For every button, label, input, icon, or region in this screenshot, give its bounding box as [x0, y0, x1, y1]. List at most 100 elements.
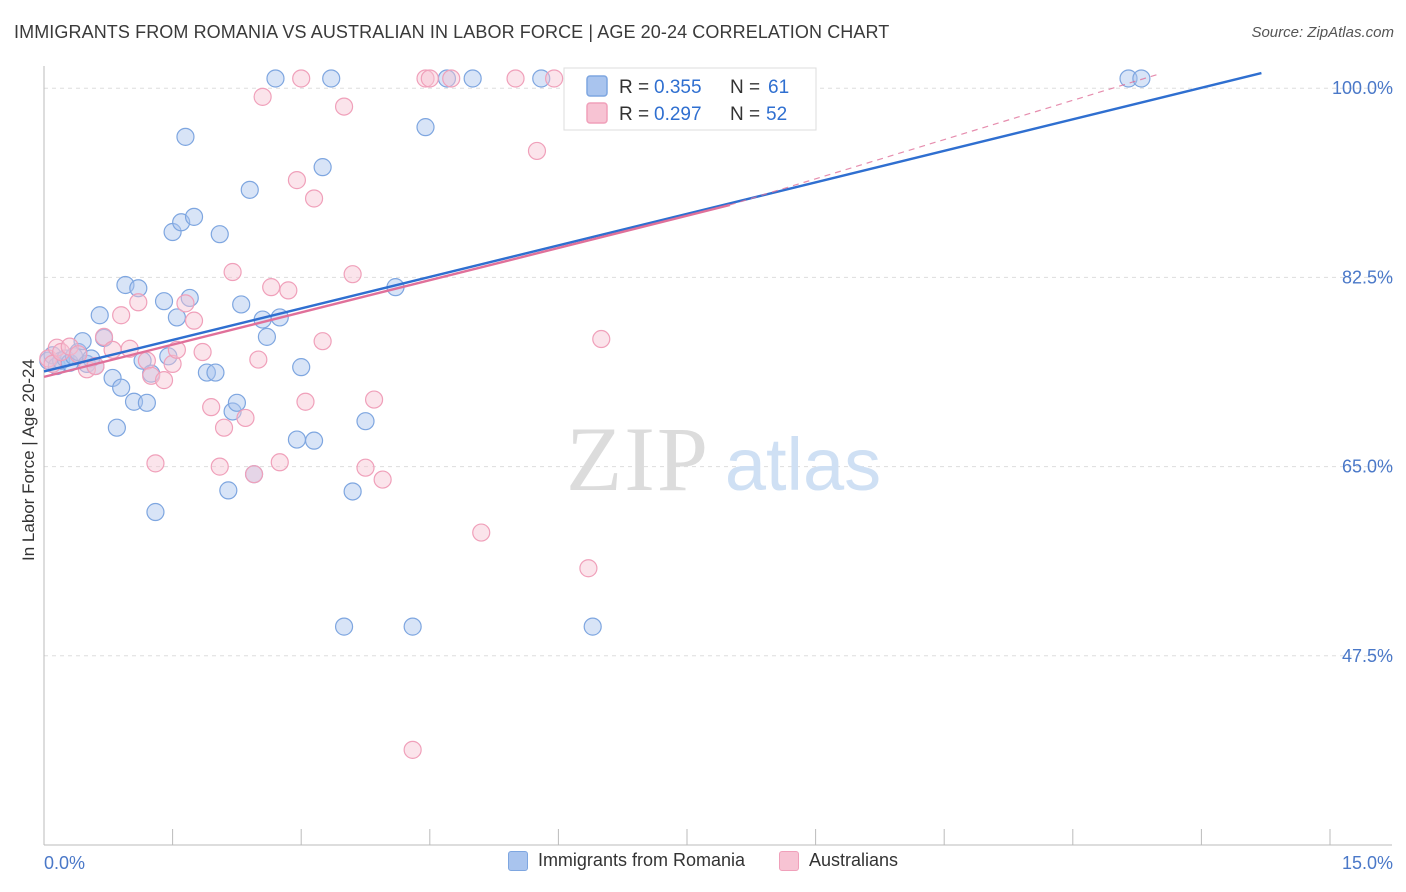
australians-point-23: [210, 457, 229, 476]
romania-point-54: [403, 617, 422, 636]
romania-point-24: [154, 292, 174, 311]
australians-point-34: [292, 69, 311, 88]
series-australians-points: [39, 69, 611, 759]
australians-point-29: [253, 87, 272, 106]
romania-point-48: [313, 158, 332, 177]
romania-point-58: [532, 69, 551, 88]
stats-r-value-australians: 0.297: [654, 104, 702, 125]
romania-point-59: [583, 617, 602, 636]
x-tick-labels: 0.0% 15.0%: [44, 853, 1393, 873]
australians-point-25: [223, 262, 242, 282]
australians-point-50: [545, 69, 564, 88]
legend-item-australians[interactable]: Australians: [779, 850, 898, 871]
romania-point-42: [257, 327, 277, 346]
australians-point-32: [279, 281, 298, 300]
australians-point-44: [416, 69, 435, 88]
romania-point-61: [1132, 69, 1151, 88]
australians-point-26: [236, 408, 255, 428]
romania-point-35: [219, 481, 238, 500]
gridlines: [44, 87, 1392, 657]
watermark-atlas: atlas: [725, 423, 881, 506]
australians-trend-line: [43, 203, 731, 379]
romania-point-19: [129, 279, 148, 298]
chart-title: IMMIGRANTS FROM ROMANIA VS AUSTRALIAN IN…: [14, 22, 890, 42]
y-tick-label-0: 47.5%: [1342, 646, 1393, 666]
australians-point-46: [442, 69, 461, 88]
romania-point-50: [334, 617, 354, 636]
australians-point-35: [296, 392, 315, 411]
australians-point-43: [403, 740, 422, 759]
legend-swatch-australians: [779, 850, 799, 871]
romania-point-52: [356, 412, 375, 431]
stats-swatch-romania: [586, 75, 608, 97]
romania-point-51: [343, 482, 362, 501]
australians-point-36: [304, 189, 324, 208]
australians-point-49: [527, 141, 547, 161]
romania-point-31: [184, 207, 204, 226]
watermark-zip: ZIP: [566, 408, 710, 510]
stats-r-value-romania: 0.355: [654, 77, 702, 98]
australians-point-33: [287, 171, 307, 190]
australians-point-13: [137, 351, 156, 370]
australians-point-31: [270, 453, 289, 472]
romania-point-55: [416, 118, 435, 137]
australians-point-40: [356, 458, 375, 477]
romania-point-15: [107, 418, 126, 437]
stats-r-label-romania: R =: [619, 77, 654, 98]
romania-point-38: [232, 295, 251, 314]
australians-point-21: [193, 342, 212, 362]
x-tick-label-min: 0.0%: [44, 853, 85, 873]
stats-n-label-australians: N =: [730, 104, 765, 125]
romania-point-23: [146, 502, 165, 522]
romania-point-12: [90, 306, 109, 325]
romania-point-47: [304, 431, 324, 450]
australians-point-41: [364, 390, 384, 409]
romania-trend-line: [43, 71, 1262, 373]
australians-point-19: [176, 294, 195, 313]
australians-point-30: [262, 278, 281, 297]
romania-point-57: [463, 69, 482, 88]
australians-point-8: [94, 327, 114, 346]
australians-point-42: [373, 470, 392, 489]
legend-label-australians: Australians: [809, 850, 899, 870]
australians-point-17: [163, 354, 182, 374]
australians-point-12: [129, 293, 148, 312]
stats-n-label-romania: N =: [730, 77, 765, 98]
stats-swatch-australians: [586, 102, 608, 124]
australians-point-38: [334, 97, 354, 116]
legend-item-romania[interactable]: Immigrants from Romania: [507, 850, 745, 871]
romania-point-33: [206, 363, 225, 382]
australians-point-20: [184, 311, 204, 330]
y-tick-label-3: 100.0%: [1332, 78, 1393, 98]
romania-point-27: [167, 308, 186, 327]
australians-point-5: [69, 345, 88, 364]
australians-point-52: [592, 329, 611, 349]
romania-point-39: [240, 180, 259, 199]
legend-swatch-romania: [507, 850, 528, 871]
australians-point-51: [579, 559, 598, 578]
australians-point-28: [249, 350, 268, 369]
australians-point-10: [112, 306, 131, 325]
stats-legend: R = 0.355 N = 61 R = 0.297 N = 52: [563, 67, 817, 131]
romania-point-46: [292, 358, 311, 377]
romania-point-16: [112, 378, 131, 397]
australians-point-27: [244, 465, 264, 484]
stats-n-value-romania: 61: [768, 77, 789, 98]
romania-point-37: [227, 393, 246, 412]
romania-point-18: [124, 392, 144, 411]
series-romania-points: [39, 69, 1151, 636]
watermark: ZIP atlas: [566, 408, 881, 510]
australians-point-24: [214, 418, 234, 437]
australians-trend-extension: [729, 73, 1159, 206]
romania-point-34: [210, 225, 229, 244]
australians-point-16: [154, 371, 174, 390]
australians-point-48: [506, 69, 525, 88]
x-tick-label-max: 15.0%: [1342, 853, 1393, 873]
romania-point-21: [137, 393, 156, 412]
y-tick-label-1: 65.0%: [1342, 457, 1393, 477]
legend-label-romania: Immigrants from Romania: [537, 850, 745, 870]
romania-point-49: [322, 69, 341, 88]
australians-point-22: [202, 398, 221, 417]
australians-point-39: [343, 265, 362, 284]
